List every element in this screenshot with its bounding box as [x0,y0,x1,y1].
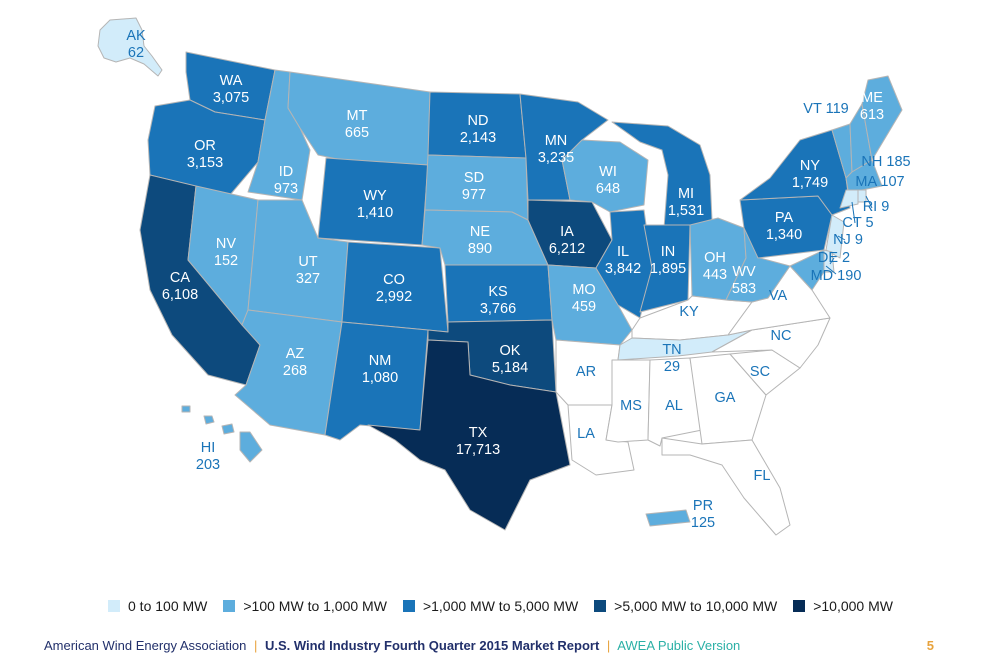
state-label-ky: KY [679,304,699,320]
state-label-la: LA [577,426,595,442]
leader-line [865,195,873,209]
legend-label: >10,000 MW [813,598,893,614]
state-label-nm: NM 1,080 [362,353,398,386]
legend-swatch [793,600,806,612]
legend-label: 0 to 100 MW [128,598,208,614]
state-wv [725,227,791,303]
state-label-ny: NY 1,749 [792,158,828,191]
leader-line [851,201,856,224]
state-label-ne: NE 890 [468,224,492,257]
state-label-ri: RI 9 [863,199,890,215]
state-label-ct: CT 5 [842,215,873,231]
state-label-nj: NJ 9 [833,232,863,248]
state-label-ut: UT 327 [296,254,320,287]
state-ct [839,189,859,209]
footer-version: AWEA Public Version [617,638,741,653]
legend-label: >100 MW to 1,000 MW [243,598,387,614]
state-label-ia: IA 6,212 [549,224,585,257]
state-label-oh: OH 443 [703,250,727,283]
footer-separator: | [606,638,611,653]
leader-line [837,235,846,241]
state-label-wa: WA 3,075 [213,73,249,106]
state-label-az: AZ 268 [283,346,307,379]
legend-label: >5,000 MW to 10,000 MW [614,598,778,614]
state-ak [97,17,163,77]
state-label-de: DE 2 [818,250,850,266]
state-label-id: ID 973 [274,164,298,197]
state-label-ak: AK 62 [126,28,146,61]
state-me [861,75,903,161]
state-label-me: ME 613 [860,90,884,123]
state-label-nv: NV 152 [214,236,238,269]
state-md [789,249,825,291]
state-label-md: MD 190 [811,268,862,284]
legend-swatch [402,600,415,612]
leader-line [829,257,835,265]
state-nj [825,214,845,259]
state-label-tx: TX 17,713 [456,425,500,458]
legend-item: >1,000 MW to 5,000 MW [402,598,579,614]
legend-item: >5,000 MW to 10,000 MW [594,598,777,614]
state-label-nd: ND 2,143 [460,113,496,146]
state-label-mo: MO 459 [572,282,596,315]
legend-swatch [223,600,236,612]
state-label-va: VA [769,288,788,304]
state-label-co: CO 2,992 [376,272,412,305]
state-label-il: IL 3,842 [605,244,641,277]
legend-item: >100 MW to 1,000 MW [223,598,387,614]
us-wind-capacity-map: AK 62 WA 3,075 OR 3,153 CA 6,108 NV 152 ID 973 MT 665… [97,17,911,536]
state-label-nh: NH 185 [861,154,910,170]
state-label-ga: GA [715,390,736,406]
legend: 0 to 100 MW >100 MW to 1,000 MW >1,000 MW … [108,596,909,616]
state-label-sc: SC [750,364,770,380]
state-label-sd: SD 977 [462,170,486,203]
footer: American Wind Energy Association | U.S. … [44,638,964,653]
state-fl [661,437,791,536]
legend-swatch [594,600,607,612]
state-label-ca: CA 6,108 [162,270,198,303]
footer-report-title: U.S. Wind Industry Fourth Quarter 2015 M… [264,638,600,653]
footer-org: American Wind Energy Association [44,638,247,653]
state-label-or: OR 3,153 [187,138,223,171]
state-label-ok: OK 5,184 [492,343,528,376]
map-svg: AK 62 WA 3,075 OR 3,153 CA 6,108 NV 152 ID 973 MT 665… [97,17,911,536]
state-il [595,209,653,319]
state-tx [367,339,571,531]
state-label-pr: PR 125 [691,498,715,531]
state-label-ks: KS 3,766 [480,284,516,317]
leader-line [825,265,837,275]
state-label-vt: VT 119 [803,101,848,117]
state-label-mt: MT 665 [345,108,369,141]
state-label-ms: MS [620,398,642,414]
state-in [639,224,691,313]
state-hi [181,405,263,463]
state-label-tn: TN 29 [662,342,681,375]
state-label-wi: WI 648 [596,164,620,197]
state-label-ar: AR [576,364,596,380]
state-label-in: IN 1,895 [650,244,686,277]
state-label-hi: HI 203 [196,440,220,473]
state-label-nc: NC [771,328,792,344]
legend-swatch [108,600,120,612]
state-label-mi: MI 1,531 [668,186,704,219]
legend-item: >10,000 MW [793,598,893,614]
footer-separator: | [253,638,258,653]
state-label-ma: MA 107 [855,174,904,190]
page-number: 5 [926,638,934,653]
state-label-pa: PA 1,340 [766,210,802,243]
state-label-fl: FL [754,468,771,484]
state-label-wv: WV 583 [732,264,756,297]
legend-item: 0 to 100 MW [108,598,207,614]
legend-label: >1,000 MW to 5,000 MW [422,598,579,614]
state-pr [645,509,691,527]
state-label-wy: WY 1,410 [357,188,393,221]
state-label-mn: MN 3,235 [538,133,574,166]
state-ga [689,353,767,445]
state-label-al: AL [665,398,683,414]
